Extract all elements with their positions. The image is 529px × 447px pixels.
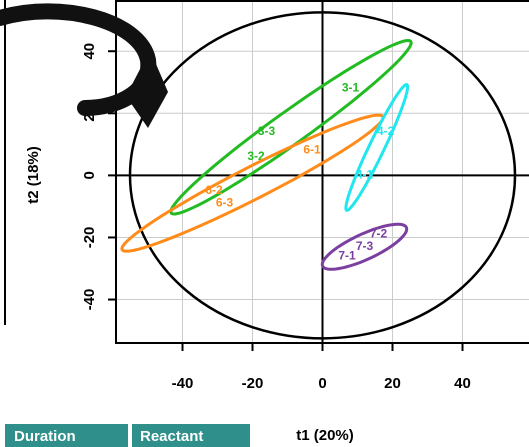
confidence-ellipse [128,11,517,340]
y-tick-label: 40 [81,43,98,60]
point-label: 3-2 [247,149,265,163]
point-label: 7-3 [356,239,374,253]
x-tick-label: 40 [454,375,471,392]
x-tick-label: -40 [172,375,194,392]
group-ellipse [120,113,385,253]
point-label: 4-1 [356,168,374,182]
point-label: 7-1 [338,248,356,262]
table-header: Duration [14,428,76,445]
x-tick-label: 0 [318,375,326,392]
pointer-arrow [0,3,157,116]
y-axis-label: t2 (18%) [25,146,42,204]
group-ellipse [344,83,410,212]
point-label: 7-2 [370,227,388,241]
table-header-cell [5,424,128,447]
point-label: 6-1 [303,143,321,157]
group-ellipse [320,222,409,271]
point-label: 3-1 [342,81,360,95]
group-ellipse [169,38,413,216]
pointer-arrowhead [126,50,168,128]
y-tick-label: -40 [81,289,98,311]
x-tick-label: 20 [384,375,401,392]
table-header: Reactant [140,428,203,445]
x-axis-label: t1 (20%) [296,427,354,444]
point-label: 6-3 [216,195,234,209]
y-tick-label: 0 [81,171,98,179]
y-tick-label: -20 [81,227,98,249]
point-label: 6-2 [205,183,223,197]
table-header-cell [132,424,250,447]
plot-frame [115,0,529,344]
point-label: 3-3 [258,124,276,138]
x-tick-label: -20 [242,375,264,392]
point-label: 4-2 [377,124,395,138]
